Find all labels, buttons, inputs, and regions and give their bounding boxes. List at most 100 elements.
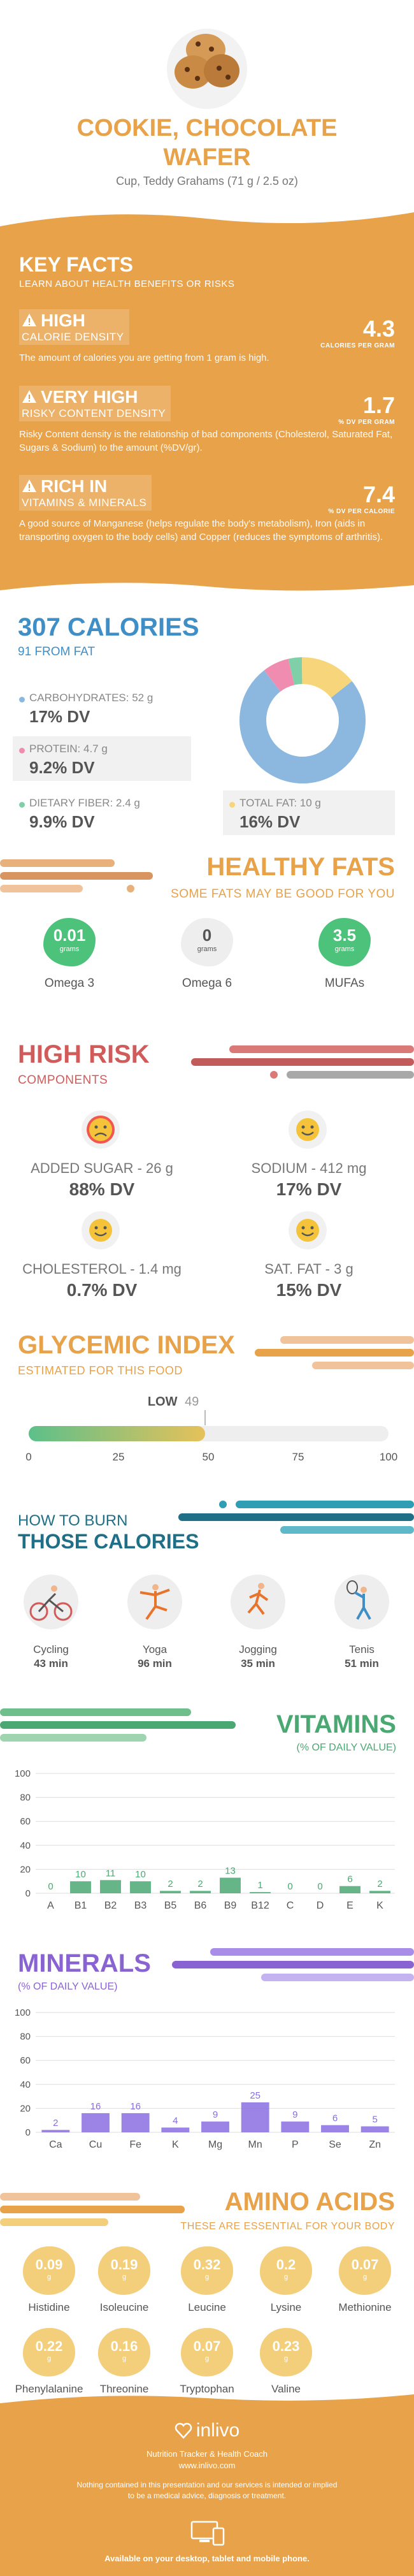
healthy-fats-subtitle: SOME FATS MAY BE GOOD FOR YOU xyxy=(171,887,395,901)
fact-description: A good source of Manganese (helps regula… xyxy=(19,518,383,542)
amino-label: Valine xyxy=(271,2383,301,2395)
bar-Cu xyxy=(82,2113,110,2132)
amino-unit: g xyxy=(204,2355,210,2362)
y-tick-label: 40 xyxy=(20,2079,31,2090)
macro-protein: PROTEIN: 4.7 g 9.2% DV xyxy=(13,736,191,781)
bar-value-label: 6 xyxy=(332,2113,338,2124)
x-tick-label: B9 xyxy=(224,1900,237,1911)
fact-vitamins-minerals: RICH IN VITAMINS & MINERALS 7.4 % DV PER… xyxy=(19,475,395,544)
bar-value-label: 2 xyxy=(168,1879,173,1889)
y-tick-label: 80 xyxy=(20,1793,31,1803)
bar-value-label: 10 xyxy=(75,1869,86,1880)
glycemic-value: 49 xyxy=(185,1395,199,1409)
brand-url[interactable]: www.inlivo.com xyxy=(178,2461,236,2470)
bar-K xyxy=(161,2127,190,2132)
legend-dot xyxy=(19,697,25,702)
fact-label: RISKY CONTENT DENSITY xyxy=(22,407,166,419)
amino-value: 0.16 xyxy=(110,2338,138,2354)
fact-level: VERY HIGH xyxy=(41,387,138,407)
amino-unit: g xyxy=(204,2273,210,2281)
amino-value: 0.19 xyxy=(110,2257,138,2273)
key-facts-title: KEY FACTS xyxy=(19,253,133,276)
brand-name: inlivo xyxy=(196,2420,240,2441)
macro-label: DIETARY FIBER: 2.4 g xyxy=(29,797,140,809)
bar-value-label: 6 xyxy=(347,1874,352,1885)
amino-value: 0.22 xyxy=(35,2338,63,2354)
bar-B5 xyxy=(160,1891,181,1893)
bar-value-label: 10 xyxy=(135,1869,146,1880)
bar-Fe xyxy=(121,2113,150,2132)
amino-label: Tryptophan xyxy=(180,2383,234,2395)
amino-unit: g xyxy=(46,2273,52,2281)
bar-Mn xyxy=(241,2102,269,2132)
fat-blob-omega3: 0.01 grams xyxy=(43,918,96,966)
bar-value-label: 5 xyxy=(372,2114,377,2125)
x-tick-label: C xyxy=(287,1900,294,1911)
bar-K xyxy=(369,1891,390,1893)
fat-label: Omega 6 xyxy=(182,977,232,990)
bar-B3 xyxy=(130,1881,151,1893)
high-risk-title: HIGH RISK xyxy=(18,1040,150,1068)
x-tick-label: Mg xyxy=(208,2139,222,2150)
legend-dot xyxy=(19,802,25,808)
x-tick-label: B5 xyxy=(164,1900,177,1911)
warning-icon xyxy=(22,388,37,404)
x-tick-label: Se xyxy=(329,2139,341,2150)
bar-value-label: 25 xyxy=(250,2090,261,2101)
bar-P xyxy=(281,2121,310,2132)
yoga-icon xyxy=(127,1575,182,1629)
bar-B2 xyxy=(100,1880,121,1893)
amino-label: Methionine xyxy=(338,2301,392,2313)
fact-unit: CALORIES PER GRAM xyxy=(320,342,395,349)
fat-unit: grams xyxy=(197,945,217,953)
fat-value: 0.01 xyxy=(53,926,86,945)
activity-label: Tenis xyxy=(349,1643,375,1655)
fact-level: RICH IN xyxy=(41,476,108,496)
bar-value-label: 2 xyxy=(197,1879,203,1889)
bar-value-label: 1 xyxy=(257,1880,262,1891)
fat-blob-omega6: 0 grams xyxy=(181,918,233,966)
bar-value-label: 16 xyxy=(90,2101,101,2112)
activity-time: 35 min xyxy=(241,1657,275,1670)
x-tick-label: Ca xyxy=(49,2139,62,2150)
macro-donut-chart xyxy=(239,657,366,783)
fat-value: 0 xyxy=(202,926,212,945)
food-title: COOKIE, CHOCOLATE WAFER xyxy=(0,113,414,172)
bar-B1 xyxy=(70,1881,91,1893)
minerals-subtitle: (% OF DAILY VALUE) xyxy=(18,1981,118,1992)
x-tick-label: B2 xyxy=(104,1900,117,1911)
vitamins-title: VITAMINS xyxy=(276,1710,396,1738)
activity-label: Cycling xyxy=(33,1643,69,1655)
amino-blob: 0.07 g xyxy=(339,2246,391,2295)
devices-icon xyxy=(188,2519,226,2551)
amino-blob: 0.09 g xyxy=(23,2246,75,2295)
amino-value: 0.32 xyxy=(193,2257,221,2273)
y-tick-label: 60 xyxy=(20,2055,31,2066)
fat-label: Omega 3 xyxy=(44,977,95,990)
donut-slice-3 xyxy=(301,657,352,699)
smile-face-icon xyxy=(82,1211,120,1249)
glycemic-tick: 25 xyxy=(112,1451,125,1463)
food-title-line2: WAFER xyxy=(163,144,251,171)
jogging-icon xyxy=(231,1575,285,1629)
amino-unit: g xyxy=(122,2355,127,2362)
x-tick-label: B12 xyxy=(251,1900,269,1911)
decor-stripes xyxy=(191,1045,414,1079)
burn-title-line1: HOW TO BURN xyxy=(18,1512,128,1529)
fat-unit: grams xyxy=(334,945,355,953)
macro-label: PROTEIN: 4.7 g xyxy=(29,743,108,755)
burn-title-line2: THOSE CALORIES xyxy=(18,1530,199,1553)
risk-label: ADDED SUGAR - 26 g xyxy=(31,1160,173,1176)
fat-unit: grams xyxy=(59,945,80,953)
bar-value-label: 0 xyxy=(48,1881,53,1892)
risk-dv: 15% DV xyxy=(276,1280,342,1300)
y-tick-label: 100 xyxy=(15,1768,31,1779)
brand-logo[interactable]: inlivo xyxy=(0,2420,414,2444)
amino-label: Lysine xyxy=(270,2301,302,2313)
fact-value: 1.7 xyxy=(362,392,395,418)
risk-label: CHOLESTEROL - 1.4 mg xyxy=(22,1261,182,1277)
y-tick-label: 40 xyxy=(20,1840,31,1851)
legend-dot xyxy=(229,802,235,808)
x-tick-label: D xyxy=(317,1900,324,1911)
